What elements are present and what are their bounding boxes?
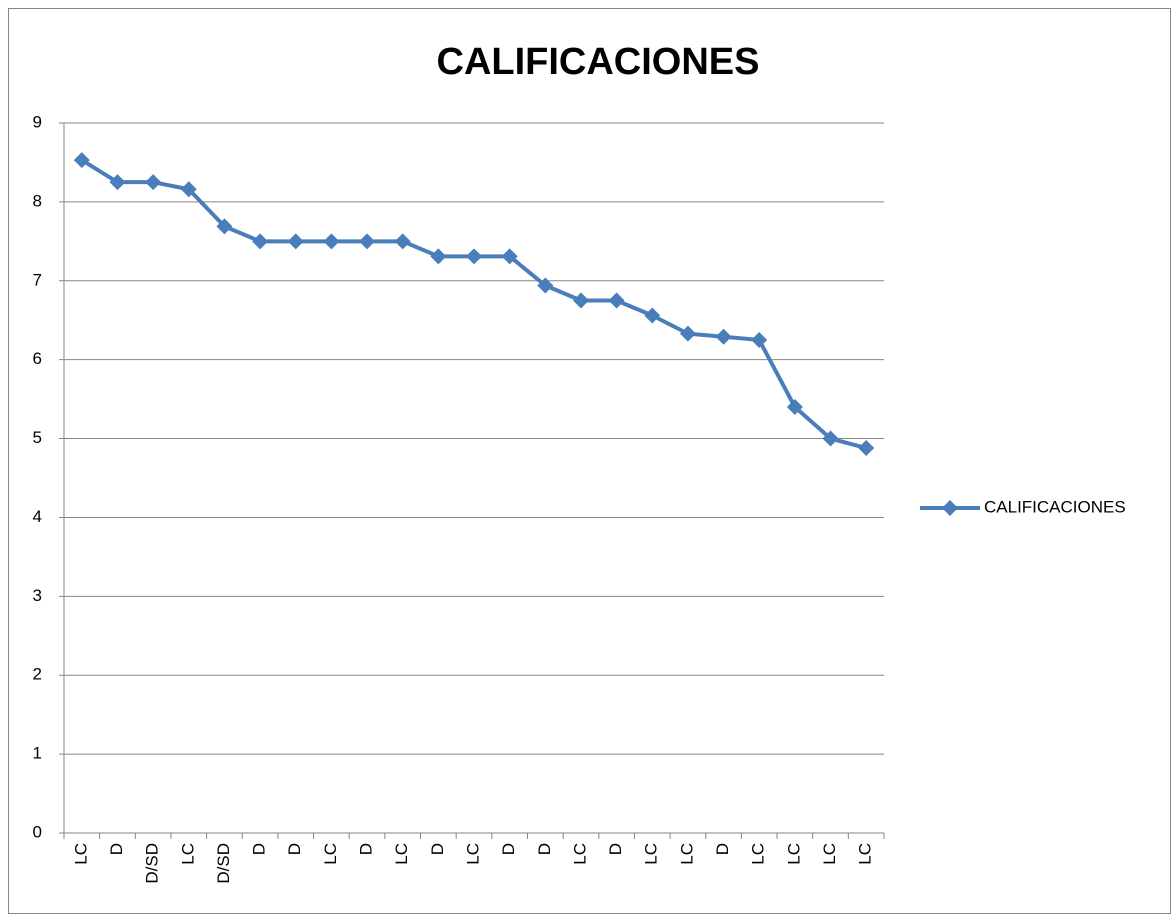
point-marker xyxy=(715,328,732,345)
x-tick-label: LC xyxy=(749,843,768,865)
point-marker xyxy=(145,174,162,191)
x-tick-label: LC xyxy=(856,843,875,865)
point-marker xyxy=(430,248,447,265)
point-marker xyxy=(644,307,661,324)
x-tick-label: D/SD xyxy=(214,843,233,884)
point-marker xyxy=(216,218,233,235)
x-tick-label: LC xyxy=(71,843,90,865)
point-marker xyxy=(858,440,875,457)
point-marker xyxy=(751,331,768,348)
x-tick-label: LC xyxy=(463,843,482,865)
x-tick-label: LC xyxy=(677,843,696,865)
x-tick-label: LC xyxy=(570,843,589,865)
point-marker xyxy=(786,399,803,415)
point-marker xyxy=(822,430,839,447)
point-marker xyxy=(572,292,589,309)
x-tick-label: D xyxy=(357,843,376,855)
x-tick-label: LC xyxy=(820,843,839,865)
x-tick-label: D xyxy=(107,843,126,855)
y-tick-label: 4 xyxy=(33,507,42,526)
y-tick-label: 6 xyxy=(33,349,42,368)
x-tick-label: LC xyxy=(178,843,197,865)
point-marker xyxy=(608,292,625,309)
x-tick-label: LC xyxy=(642,843,661,865)
chart-frame xyxy=(8,8,1171,914)
x-tick-label: LC xyxy=(392,843,411,865)
y-tick-label: 1 xyxy=(33,744,42,763)
y-tick-label: 8 xyxy=(33,191,42,210)
x-tick-label: D xyxy=(606,843,625,855)
legend-marker xyxy=(942,500,958,516)
x-tick-label: D xyxy=(428,843,447,855)
point-marker xyxy=(323,233,340,250)
y-tick-label: 9 xyxy=(33,112,42,131)
point-marker xyxy=(501,248,518,265)
x-tick-label: D xyxy=(713,843,732,855)
point-marker xyxy=(394,233,411,250)
point-marker xyxy=(359,233,376,250)
point-marker xyxy=(679,325,696,342)
x-tick-label: D xyxy=(250,843,269,855)
x-tick-label: D/SD xyxy=(143,843,162,884)
y-tick-label: 3 xyxy=(33,586,42,605)
point-marker xyxy=(287,233,304,250)
x-tick-label: LC xyxy=(321,843,340,865)
y-tick-label: 2 xyxy=(33,665,42,684)
legend-label: CALIFICACIONES xyxy=(984,497,1126,516)
point-marker xyxy=(73,152,90,169)
y-tick-label: 7 xyxy=(33,270,42,289)
x-tick-label: D xyxy=(535,843,554,855)
chart-title: CALIFICACIONES xyxy=(437,41,760,83)
point-marker xyxy=(252,233,269,250)
y-tick-label: 5 xyxy=(33,428,42,447)
point-marker xyxy=(180,181,197,198)
x-tick-label: D xyxy=(285,843,304,855)
point-marker xyxy=(466,248,482,265)
point-marker xyxy=(109,174,126,191)
point-marker xyxy=(537,277,554,294)
x-tick-label: LC xyxy=(784,843,803,865)
y-tick-label: 0 xyxy=(33,822,42,841)
x-tick-label: D xyxy=(499,843,518,855)
